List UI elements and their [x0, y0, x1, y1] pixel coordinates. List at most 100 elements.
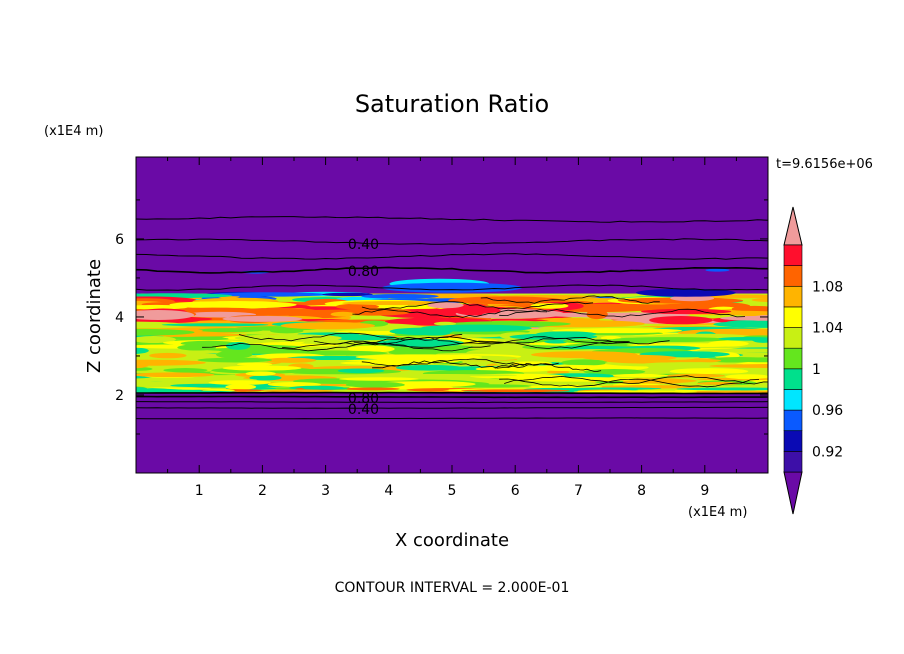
contour-line: [361, 301, 594, 310]
colorbar-swatch: [783, 389, 803, 411]
colorbar-swatch: [783, 244, 803, 266]
field-patch: [136, 360, 184, 365]
field-patch: [136, 372, 215, 378]
field-patch: [330, 311, 356, 317]
field-patch: [395, 364, 463, 371]
y-tick-label: 6: [115, 232, 124, 248]
field-patch: [583, 369, 646, 375]
contour-line: [504, 375, 768, 385]
colorbar-swatch: [783, 347, 803, 370]
colorbar-label: 1: [812, 362, 821, 378]
colorbar-swatch: [783, 368, 803, 390]
contour-line: [494, 362, 602, 372]
contour-lines: [136, 216, 768, 420]
field-patch: [709, 364, 768, 368]
colorbar-label: 1.08: [812, 279, 843, 295]
field-patch: [345, 381, 405, 388]
field-patch: [544, 339, 569, 344]
field-patch: [222, 365, 302, 371]
field-patch: [302, 387, 348, 390]
field-patch: [561, 359, 608, 366]
contour-line: [136, 253, 768, 260]
field-patch: [382, 282, 522, 293]
field-patch: [136, 347, 149, 355]
y-unit-label: (x1E4 m): [44, 124, 103, 139]
contour-line: [136, 391, 768, 395]
field-patch: [433, 321, 457, 326]
field-patch: [419, 330, 451, 336]
field-patch: [322, 292, 373, 297]
field-patch: [260, 389, 334, 393]
y-tick-label: 2: [115, 388, 124, 404]
contour-line: [136, 417, 768, 420]
field-patch: [280, 321, 376, 330]
contour-line: [282, 340, 630, 349]
colorbar-swatch: [783, 430, 803, 452]
contour-line: [361, 358, 559, 367]
heatmap-field: [136, 157, 768, 473]
contour-line: [136, 216, 768, 223]
field-patch: [721, 357, 768, 363]
field-patch: [461, 389, 570, 393]
field-patch: [177, 344, 217, 351]
field-patch: [530, 351, 638, 359]
colorbar-label: 1.04: [812, 321, 843, 337]
field-patch: [136, 387, 148, 391]
field-patch: [429, 374, 518, 377]
contour-line: [202, 342, 491, 352]
field-patch: [676, 387, 768, 391]
chart-title: Saturation Ratio: [355, 90, 549, 118]
x-axis-label: X coordinate: [395, 530, 509, 551]
field-patch: [355, 354, 483, 360]
colorbar-swatch: [783, 306, 803, 328]
x-tick-label: 9: [700, 483, 709, 499]
field-patch: [136, 328, 195, 336]
field-patch: [530, 303, 569, 309]
colorbar-lower-arrow: [783, 471, 803, 515]
colorbar-swatch: [783, 451, 803, 473]
field-patch: [170, 337, 229, 341]
field-patch: [237, 362, 273, 367]
x-axis-ticks: 1 2 3 4 5 6 7 8 9: [167, 157, 737, 499]
colorbar-label: 0.96: [812, 403, 843, 419]
field-patch: [345, 387, 400, 391]
colorbar-swatch: [783, 327, 803, 349]
contour-line: [136, 395, 768, 399]
field-patch: [751, 297, 768, 303]
field-patch: [705, 268, 730, 272]
field-patch: [546, 370, 570, 374]
contour-line: [352, 309, 548, 318]
x-tick-label: 8: [637, 483, 646, 499]
field-patch: [136, 335, 176, 344]
colorbar-upper-arrow: [783, 206, 803, 246]
contour-label: 0.80: [348, 391, 379, 407]
colorbar-swatch: [783, 285, 803, 308]
field-patch: [347, 345, 395, 353]
x-tick-label: 5: [448, 483, 457, 499]
field-patch: [342, 301, 453, 306]
x-tick-label: 4: [384, 483, 393, 499]
field-patch: [208, 380, 271, 385]
field-patch: [222, 315, 303, 322]
field-patch: [718, 336, 768, 341]
contour-line: [499, 308, 746, 318]
field-patch: [197, 328, 263, 333]
field-patch: [725, 374, 768, 380]
contour-line: [136, 266, 768, 274]
field-patch: [208, 292, 326, 297]
field-patch: [595, 312, 669, 321]
field-patch: [263, 357, 317, 363]
contour-line: [136, 238, 768, 245]
field-patch: [696, 381, 741, 385]
contour-label: 0.80: [348, 264, 379, 280]
field-patch: [216, 350, 253, 359]
contour-line: [480, 295, 660, 304]
colorbar-swatch: [783, 265, 803, 287]
field-patch: [409, 388, 450, 391]
x-tick-label: 3: [321, 483, 330, 499]
field-patch: [482, 312, 567, 317]
contour-line: [313, 336, 629, 345]
contour-line: [136, 284, 768, 291]
y-tick-label: 4: [115, 310, 124, 326]
field-patch: [234, 334, 342, 342]
